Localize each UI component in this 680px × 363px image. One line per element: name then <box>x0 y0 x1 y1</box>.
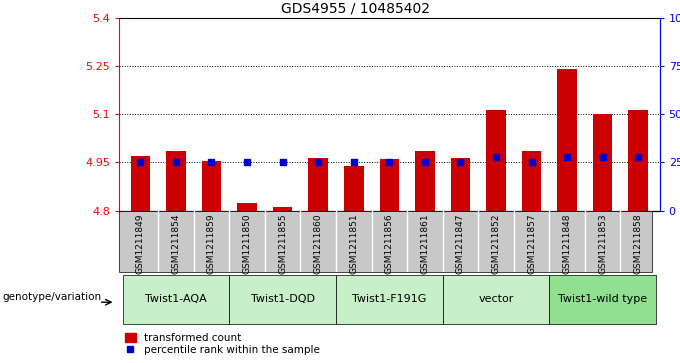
Text: GSM1211851: GSM1211851 <box>350 213 358 274</box>
Text: Twist1-F191G: Twist1-F191G <box>352 294 426 305</box>
Bar <box>486 110 506 211</box>
Text: GSM1211858: GSM1211858 <box>634 213 643 274</box>
Text: GSM1211848: GSM1211848 <box>562 213 572 274</box>
Point <box>597 154 608 160</box>
Bar <box>415 151 435 211</box>
Text: Twist1-wild type: Twist1-wild type <box>558 294 647 305</box>
Text: Twist1-DQD: Twist1-DQD <box>251 294 315 305</box>
Point <box>135 160 146 166</box>
Point <box>313 160 324 166</box>
Bar <box>273 207 292 211</box>
Text: GSM1211860: GSM1211860 <box>313 213 323 274</box>
Point <box>277 160 288 166</box>
Bar <box>202 161 221 211</box>
Text: GSM1211855: GSM1211855 <box>278 213 287 274</box>
Point <box>348 160 359 166</box>
Bar <box>379 159 399 211</box>
Point <box>241 160 252 166</box>
Text: GSM1211857: GSM1211857 <box>527 213 536 274</box>
Bar <box>628 110 648 211</box>
Bar <box>522 151 541 211</box>
Point <box>526 160 537 166</box>
Text: GSM1211850: GSM1211850 <box>243 213 252 274</box>
Point <box>420 160 430 166</box>
Text: vector: vector <box>478 294 513 305</box>
Bar <box>344 166 364 211</box>
Text: GSM1211847: GSM1211847 <box>456 213 465 274</box>
FancyBboxPatch shape <box>229 275 336 324</box>
Text: GSM1211852: GSM1211852 <box>492 213 500 274</box>
Text: GSM1211854: GSM1211854 <box>171 213 180 274</box>
Point <box>490 154 501 160</box>
Legend: transformed count, percentile rank within the sample: transformed count, percentile rank withi… <box>124 332 321 356</box>
FancyBboxPatch shape <box>336 275 443 324</box>
Text: Twist1-AQA: Twist1-AQA <box>145 294 207 305</box>
Bar <box>166 151 186 211</box>
Bar <box>237 203 257 211</box>
Text: GDS4955 / 10485402: GDS4955 / 10485402 <box>282 1 430 16</box>
Bar <box>131 156 150 211</box>
Text: GSM1211859: GSM1211859 <box>207 213 216 274</box>
Point <box>633 154 644 160</box>
Text: genotype/variation: genotype/variation <box>2 292 101 302</box>
Bar <box>451 158 470 211</box>
Bar <box>593 114 613 211</box>
Point <box>455 160 466 166</box>
Text: GSM1211861: GSM1211861 <box>420 213 429 274</box>
Point <box>384 160 394 166</box>
Bar <box>558 69 577 211</box>
Point <box>206 160 217 166</box>
Text: GSM1211856: GSM1211856 <box>385 213 394 274</box>
Point <box>562 154 573 160</box>
FancyBboxPatch shape <box>549 275 656 324</box>
FancyBboxPatch shape <box>443 275 549 324</box>
Bar <box>309 158 328 211</box>
FancyBboxPatch shape <box>122 275 229 324</box>
Text: GSM1211853: GSM1211853 <box>598 213 607 274</box>
Point <box>171 160 182 166</box>
Text: GSM1211849: GSM1211849 <box>136 213 145 274</box>
